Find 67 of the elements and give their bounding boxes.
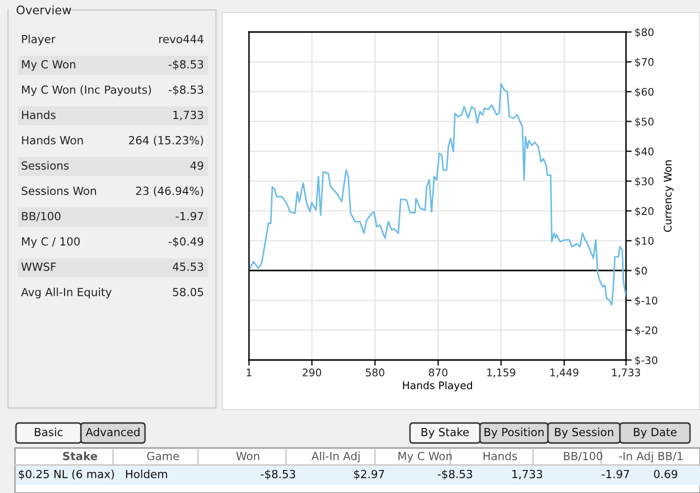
category-label: WWSF [21,262,56,271]
text: Overview [16,5,72,14]
y-tick-label: $70 [635,58,654,68]
category-label: All-In Adj [311,452,360,462]
x-tick-label: 1,449 [550,368,578,378]
category-label: -In Adj BB/1 [619,452,682,462]
category-label: Avg All-In Equity [21,288,112,298]
text: -1.97 [176,212,204,220]
x-tick-label: 1 [246,368,252,376]
text: -$8.53 [168,85,204,96]
category-label: Hands [22,110,56,120]
text: By Date [634,428,677,438]
text: Advanced [86,428,140,436]
x-tick-label: 290 [302,368,322,376]
line-series [249,83,626,306]
category-label: Game [147,452,179,460]
category-label: Sessions Won [22,186,96,196]
category-label: Stake [63,452,98,460]
text: Holdem [126,470,168,478]
category-label: Hands Won [22,136,83,144]
text: Basic [34,428,63,436]
y-tick-label: $10 [635,236,654,246]
y-tick-label: $80 [635,28,654,38]
category-label: My C Won (Inc Payouts) [22,85,151,96]
text: 49 [190,161,204,170]
text: 45.53 [172,262,204,271]
y-tick-label: $20 [635,206,654,216]
x-axis-title: Hands Played [403,381,472,392]
text: By Position [484,428,544,438]
category-label: Player [22,34,56,46]
category-label: Hands [484,452,517,460]
text: 58.05 [173,288,204,296]
text: -$8.53 [168,60,204,70]
x-tick-label: 580 [366,368,384,376]
text: -$8.53 [260,470,296,480]
x-tick-label: 870 [428,368,448,376]
y-tick-label: $0 [635,266,647,276]
text: 264 (15.23%) [129,136,204,146]
text: revo444 [159,34,204,44]
y-tick-label: $50 [635,117,654,127]
text: -$8.53 [438,470,472,480]
text: By Stake [422,428,469,438]
y-tick-label: $-10 [635,296,658,306]
y-tick-label: $-30 [635,356,658,366]
text: -$0.49 [168,237,204,248]
text: 1,733 [173,110,204,120]
y-tick-label: $60 [635,88,654,98]
y-tick-label: $40 [635,147,654,157]
text: 0.69 [654,470,678,478]
text: $2.97 [354,470,384,480]
text: 1,733 [512,470,542,480]
text: 23 (46.94%) [136,186,204,196]
category-label: My C Won [22,60,76,71]
x-tick-label: 1,733 [612,368,640,378]
x-tick-label: 1,159 [487,368,516,378]
text: $0.25 NL (6 max) [18,470,114,480]
category-label: Won [236,452,260,460]
y-axis-title: Currency Won [664,160,674,232]
category-label: My C / 100 [22,237,80,248]
category-label: BB/100 [22,212,60,222]
category-label: Sessions [22,161,69,170]
category-label: My C Won [398,452,452,462]
y-tick-label: $-20 [635,326,658,336]
category-label: BB/100 [564,452,602,462]
text: By Session [555,428,614,438]
text: -1.97 [602,470,630,478]
y-tick-label: $30 [635,177,654,187]
